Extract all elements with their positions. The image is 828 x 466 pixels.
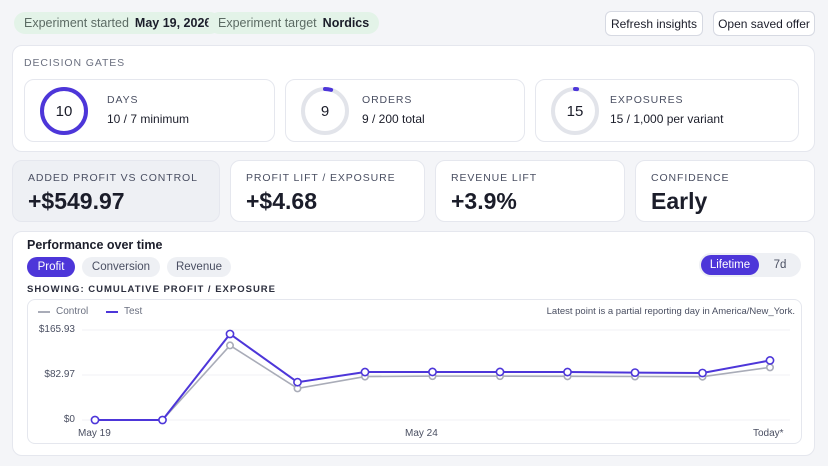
kpi-confidence[interactable]: CONFIDENCE Early — [635, 160, 815, 222]
gate-days-value: 10 / 7 minimum — [107, 112, 190, 126]
x-tick-label: May 24 — [405, 428, 438, 439]
data-point-control — [765, 363, 774, 372]
legend-test-swatch — [106, 310, 118, 313]
kpi-added-profit-title: ADDED PROFIT VS CONTROL — [28, 172, 198, 184]
data-point-test — [293, 377, 302, 387]
range-7d[interactable]: 7d — [773, 259, 787, 271]
gate-orders-value: 9 / 200 total — [362, 112, 425, 126]
kpi-revenue-lift[interactable]: REVENUE LIFT +3.9% — [435, 160, 625, 222]
legend-test-label: Test — [124, 306, 143, 317]
legend-control: Control — [38, 306, 88, 317]
data-point-test — [765, 356, 775, 365]
kpi-revenue-lift-value: +3.9% — [451, 188, 517, 214]
kpi-added-profit-value: +$549.97 — [28, 188, 125, 214]
gate-exposures-value: 15 / 1,000 per variant — [610, 112, 724, 126]
kpi-confidence-title: CONFIDENCE — [651, 172, 730, 184]
range-toggle: Lifetime 7d — [699, 253, 801, 277]
refresh-insights-button[interactable]: Refresh insights — [605, 11, 703, 36]
experiment-started-pill: Experiment started May 19, 2026 — [14, 12, 222, 34]
partial-day-note: Latest point is a partial reporting day … — [546, 306, 795, 317]
data-point-test — [495, 367, 505, 377]
experiment-started-label: Experiment started — [24, 16, 129, 30]
x-tick-label: Today* — [753, 428, 784, 439]
data-point-test — [563, 367, 572, 377]
series-line-control — [95, 344, 771, 421]
gate-exposures-ring — [551, 87, 599, 135]
gate-orders-number: 9 — [320, 102, 330, 120]
experiment-started-value: May 19, 2026 — [134, 16, 212, 30]
kpi-confidence-value: Early — [651, 188, 708, 214]
gate-orders: 9 ORDERS 9 / 200 total — [285, 79, 525, 142]
kpi-profit-lift-value: +$4.68 — [246, 188, 317, 214]
decision-gates-title: DECISION GATES — [24, 57, 126, 69]
showing-label: SHOWING: CUMULATIVE PROFIT / EXPOSURE — [27, 284, 276, 295]
tab-profit[interactable]: Profit — [27, 257, 75, 277]
y-tick-label: $82.97 — [44, 369, 75, 380]
data-point-test — [630, 368, 640, 377]
gate-days: 10 DAYS 10 / 7 minimum — [24, 79, 275, 142]
legend-test: Test — [106, 306, 142, 317]
legend-control-swatch — [38, 310, 50, 313]
experiment-target-pill: Experiment target Nordics — [208, 12, 380, 34]
y-tick-label: $0 — [63, 414, 75, 425]
data-point-test — [428, 367, 437, 377]
kpi-profit-lift-title: PROFIT LIFT / EXPOSURE — [246, 172, 396, 184]
gate-days-title: DAYS — [107, 94, 139, 106]
data-point-test — [360, 367, 370, 377]
gate-days-ring — [40, 87, 88, 135]
gate-orders-ring — [301, 87, 349, 135]
gate-exposures: 15 EXPOSURES 15 / 1,000 per variant — [535, 79, 799, 142]
performance-title: Performance over time — [27, 238, 163, 252]
range-lifetime[interactable]: Lifetime — [701, 255, 759, 275]
data-point-control — [226, 341, 235, 350]
gate-exposures-title: EXPOSURES — [610, 94, 684, 106]
gate-exposures-number: 15 — [566, 102, 584, 120]
data-point-test — [90, 415, 100, 425]
gate-orders-title: ORDERS — [362, 94, 413, 106]
legend-control-label: Control — [56, 306, 89, 317]
data-point-test — [158, 415, 167, 425]
tab-revenue[interactable]: Revenue — [167, 257, 231, 277]
y-tick-label: $165.93 — [38, 324, 75, 335]
data-point-test — [225, 329, 235, 339]
kpi-revenue-lift-title: REVENUE LIFT — [451, 172, 538, 184]
gate-days-number: 10 — [55, 102, 73, 120]
kpi-added-profit[interactable]: ADDED PROFIT VS CONTROL +$549.97 — [12, 160, 220, 222]
data-point-test — [698, 368, 707, 378]
kpi-profit-lift[interactable]: PROFIT LIFT / EXPOSURE +$4.68 — [230, 160, 425, 222]
x-tick-label: May 19 — [78, 428, 111, 439]
experiment-target-label: Experiment target — [218, 16, 317, 30]
experiment-target-value: Nordics — [322, 16, 370, 30]
tab-conversion[interactable]: Conversion — [82, 257, 160, 277]
open-saved-offer-button[interactable]: Open saved offer — [713, 11, 815, 36]
